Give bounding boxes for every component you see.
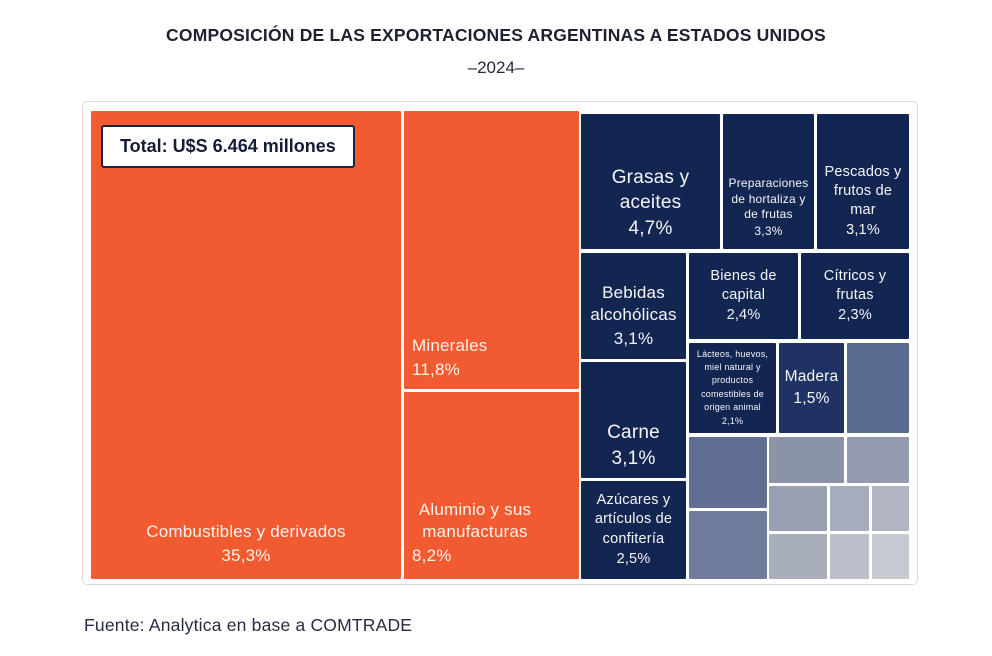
treemap-cell-unlabeled-2 (689, 437, 767, 508)
cell-label: Pescados y frutos de mar (824, 163, 902, 218)
cell-value: 35,3% (221, 545, 271, 565)
treemap-cell-lacteos-huevos: Lácteos, huevos, miel natural y producto… (689, 343, 776, 433)
cell-label: Combustibles y derivados (146, 522, 346, 542)
treemap-cell-bienes-de-capital: Bienes de capital 2,4% (689, 253, 798, 339)
cell-label: Bienes de capital (710, 267, 777, 303)
treemap-cell-aluminio: Aluminio y sus manufacturas 8,2% (404, 392, 579, 579)
treemap-cell-pescados: Pescados y frutos de mar 3,1% (817, 114, 909, 249)
chart-subtitle: –2024– (467, 58, 525, 77)
cell-value: 3,1% (846, 221, 880, 238)
cell-value: 2,4% (726, 307, 761, 324)
cell-value: 11,8% (412, 359, 460, 379)
chart-title: COMPOSICIÓN DE LAS EXPORTACIONES ARGENTI… (166, 25, 826, 45)
treemap-cell-combustibles: Combustibles y derivados 35,3% (91, 111, 401, 579)
treemap-cell-unlabeled-8 (872, 486, 909, 531)
cell-value: 3,1% (611, 447, 656, 469)
cell-label: Grasas y aceites (611, 166, 690, 213)
treemap-cell-unlabeled-5 (847, 437, 909, 483)
treemap-cell-unlabeled-7 (830, 486, 869, 531)
cell-label: Bebidas alcohólicas (590, 282, 677, 325)
treemap-cell-minerales: Minerales 11,8% (404, 111, 579, 389)
treemap-cell-carne: Carne 3,1% (581, 362, 686, 478)
cell-label: Preparaciones de hortaliza y de frutas (728, 175, 809, 222)
cell-value: 4,7% (628, 217, 673, 239)
cell-label: Carne (607, 421, 660, 443)
total-badge: Total: U$S 6.464 millones (101, 125, 355, 168)
cell-label: Cítricos y frutas (823, 267, 887, 303)
treemap-cell-grasas-y-aceites: Grasas y aceites 4,7% (581, 114, 720, 249)
treemap-cell-unlabeled-1 (847, 343, 909, 433)
cell-label: Madera (784, 368, 839, 386)
cell-value: 2,3% (838, 307, 872, 324)
cell-value: 2,5% (616, 550, 651, 567)
treemap-cell-madera: Madera 1,5% (779, 343, 844, 433)
cell-label: Azúcares y artículos de confitería (594, 492, 673, 547)
cell-label: Minerales (412, 336, 488, 356)
cell-value: 1,5% (793, 389, 830, 407)
cell-value: 2,1% (721, 415, 744, 426)
source-note: Fuente: Analytica en base a COMTRADE (84, 615, 413, 635)
cell-value: 3,1% (613, 328, 654, 348)
treemap-cell-unlabeled-6 (769, 486, 827, 531)
treemap-cell-bebidas-alcoholicas: Bebidas alcohólicas 3,1% (581, 253, 686, 359)
treemap-cell-azucares: Azúcares y artículos de confitería 2,5% (581, 481, 686, 579)
treemap-cell-unlabeled-3 (689, 511, 767, 579)
treemap-cell-preparaciones: Preparaciones de hortaliza y de frutas 3… (723, 114, 814, 249)
treemap-cell-citricos-y-frutas: Cítricos y frutas 2,3% (801, 253, 909, 339)
treemap-cell-unlabeled-11 (872, 534, 909, 579)
treemap-cell-unlabeled-9 (769, 534, 827, 579)
cell-value: 8,2% (412, 545, 452, 565)
cell-label: Lácteos, huevos, miel natural y producto… (696, 349, 769, 412)
cell-label: Aluminio y sus manufacturas (418, 499, 532, 542)
cell-value: 3,3% (754, 224, 783, 239)
treemap-cell-unlabeled-4 (769, 437, 844, 483)
treemap-chart: Combustibles y derivados 35,3% Minerales… (82, 101, 918, 585)
treemap-cell-unlabeled-10 (830, 534, 869, 579)
